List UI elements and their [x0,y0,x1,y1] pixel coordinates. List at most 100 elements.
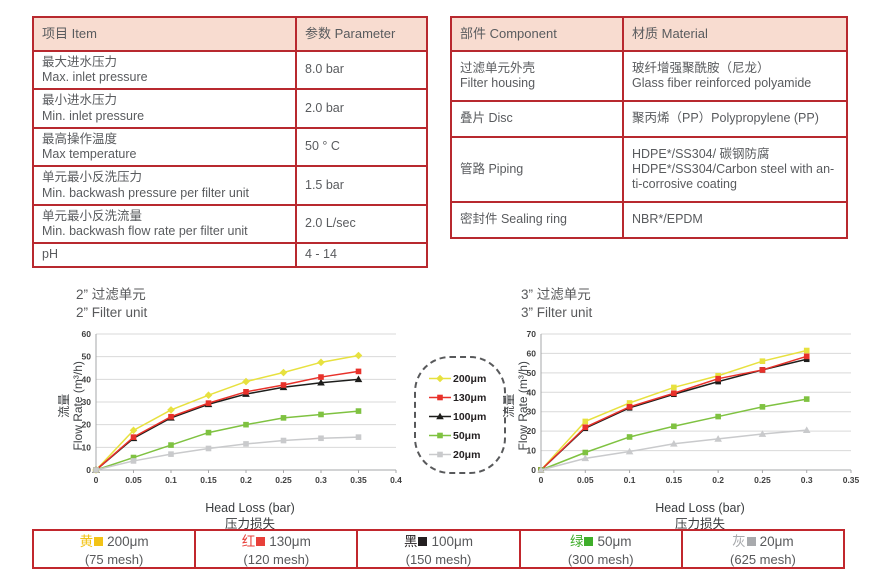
legend-label: 200μm [453,372,487,385]
chart-title-en: 2” Filter unit [76,304,148,320]
chart-title-en: 3” Filter unit [521,304,593,320]
legend-marker-icon [429,394,451,401]
color-swatch [256,537,266,546]
svg-text:0.1: 0.1 [624,475,636,485]
color-swatch [418,537,428,546]
svg-text:0.3: 0.3 [315,475,327,485]
legend-item: 50μm [429,426,504,445]
svg-text:0: 0 [94,475,99,485]
x-axis-label-zh: 压力损失 [674,517,725,532]
y-axis-label: 流量 Flow Rate (m³/h) [57,346,86,466]
micron-size: 20μm [759,534,794,549]
y-axis-label-en: Flow Rate (m³/h) [71,361,85,451]
mesh-legend-cell: 黄 200μm (75 mesh) [34,531,194,567]
svg-text:60: 60 [82,329,92,339]
table-header-row: 部件 Component 材质 Material [450,16,848,52]
x-axis-label-en: Head Loss (bar) [205,501,295,515]
svg-text:0.35: 0.35 [350,475,367,485]
mesh-count: (75 mesh) [84,551,144,567]
material-cell: 玻纤增强聚酰胺（尼龙） Glass fiber reinforced polya… [622,49,848,103]
legend-item: 100μm [429,407,504,426]
chart-legend: 200μm 130μm 100μm 50μm 20μm [414,356,506,474]
material-cell: HDPE*/SS304/ 碳钢防腐 HDPE*/SS304/Carbon ste… [622,135,848,204]
svg-text:70: 70 [527,329,537,339]
spec-item-cell: 单元最小反洗流量 Min. backwash flow rate per fil… [32,203,297,245]
table-header-row: 项目 Item 参数 Parameter [32,16,428,52]
materials-header-component: 部件 Component [450,16,624,52]
svg-text:0.05: 0.05 [577,475,594,485]
micron-size: 50μm [597,534,632,549]
svg-text:0.3: 0.3 [801,475,813,485]
legend-item: 200μm [429,369,504,388]
legend-marker-icon [429,374,451,383]
spec-table: 项目 Item 参数 Parameter 最大进水压力 Max. inlet p… [32,16,428,268]
table-row: pH 4 - 14 [32,242,428,268]
svg-text:0.2: 0.2 [240,475,252,485]
chart-plot-area: 0 10 20 30 40 50 60 70 0 0.05 0.1 0.15 0.2 0.25 0.3 0.3… [527,329,860,485]
mesh-count: (300 mesh) [567,551,634,567]
svg-text:30: 30 [82,397,92,407]
spec-item-cell: 最大进水压力 Max. inlet pressure [32,49,297,91]
legend-label: 50μm [453,429,481,442]
mesh-size-line: 绿 50μm [521,533,681,551]
table-row: 单元最小反洗流量 Min. backwash flow rate per fil… [32,203,428,245]
spec-header-item: 项目 Item [32,16,297,52]
mesh-legend-cell: 红 130μm (120 mesh) [194,531,356,567]
micron-size: 200μm [107,534,149,549]
mesh-size-line: 黄 200μm [34,533,194,551]
spec-value-cell: 2.0 L/sec [295,203,428,245]
mesh-legend-cell: 黑 100μm (150 mesh) [356,531,518,567]
spec-value-cell: 4 - 14 [295,242,428,268]
color-name-zh: 黄 [79,534,94,549]
spec-value-cell: 2.0 bar [295,88,428,129]
mesh-legend-cell: 灰 20μm (625 mesh) [680,531,843,567]
legend-label: 130μm [453,391,487,404]
color-name-zh: 黑 [403,534,418,549]
spec-item-cell: pH [32,242,297,268]
mesh-size-line: 红 130μm [196,533,356,551]
table-row: 单元最小反洗压力 Min. backwash pressure per filt… [32,165,428,206]
mesh-legend-cell: 绿 50μm (300 mesh) [518,531,681,567]
y-axis-label-zh: 流量 [57,393,72,418]
component-cell: 叠片 Disc [450,100,624,138]
y-axis-label-en: Flow Rate (m³/h) [516,361,530,451]
svg-text:40: 40 [527,387,537,397]
table-row: 叠片 Disc 聚丙烯（PP）Polypropylene (PP) [450,100,848,138]
color-swatch [584,537,594,546]
component-cell: 管路 Piping [450,135,624,204]
mesh-size-line: 灰 20μm [683,533,843,551]
table-row: 最高操作温度 Max temperature 50 ° C [32,126,428,168]
chart-title-zh: 3” 过滤单元 [521,287,591,302]
flow-chart-3inch: 流量 Flow Rate (m³/h) 0 10 20 30 40 50 60 70 0 0.05… [502,326,863,533]
component-cell: 过滤单元外壳 Filter housing [450,49,624,103]
svg-text:0.35: 0.35 [843,475,860,485]
svg-text:0.15: 0.15 [200,475,217,485]
svg-text:0.1: 0.1 [165,475,177,485]
legend-marker-icon [429,412,451,420]
material-cell: 聚丙烯（PP）Polypropylene (PP) [622,100,848,138]
spec-header-parameter: 参数 Parameter [295,16,428,52]
svg-text:0: 0 [539,475,544,485]
svg-text:0.4: 0.4 [390,475,402,485]
x-axis-label: Head Loss (bar) 压力损失 [503,500,863,533]
svg-text:0.25: 0.25 [754,475,771,485]
component-cell: 密封件 Sealing ring [450,201,624,239]
materials-header-material: 材质 Material [622,16,848,52]
table-row: 最小进水压力 Min. inlet pressure 2.0 bar [32,88,428,129]
spec-item-cell: 单元最小反洗压力 Min. backwash pressure per filt… [32,165,297,206]
table-row: 管路 Piping HDPE*/SS304/ 碳钢防腐 HDPE*/SS304/… [450,135,848,204]
spec-value-cell: 50 ° C [295,126,428,168]
micron-size: 100μm [431,534,474,549]
legend-label: 100μm [453,410,487,423]
color-name-zh: 红 [241,534,256,549]
svg-text:40: 40 [82,374,92,384]
svg-text:30: 30 [527,407,537,417]
mesh-legend-bar: 黄 200μm (75 mesh) 红 130μm (120 mesh) 黑 100μ… [32,529,845,569]
svg-text:50: 50 [527,368,537,378]
svg-text:50: 50 [82,352,92,362]
y-axis-label: 流量 Flow Rate (m³/h) [502,346,531,466]
svg-text:0.15: 0.15 [666,475,683,485]
svg-text:10: 10 [82,442,92,452]
color-swatch [746,537,756,546]
